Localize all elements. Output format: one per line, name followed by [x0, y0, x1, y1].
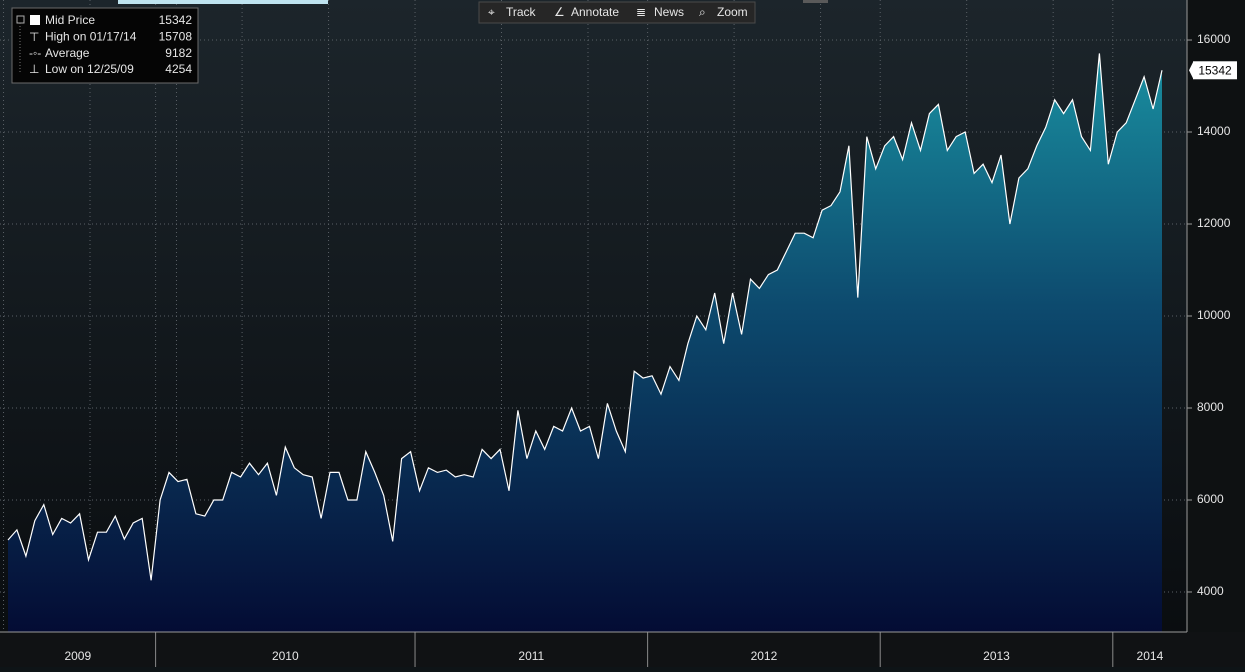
area — [8, 53, 1162, 632]
x-tick-label: 2014 — [1137, 649, 1164, 663]
legend-label: Mid Price — [45, 13, 95, 27]
news-button[interactable]: ≣ News — [636, 5, 684, 19]
zoom-button[interactable]: ⌕ Zoom — [699, 5, 748, 19]
axes: 4000 6000 8000 10000 12000 14000 16000 2009 2010… — [64, 32, 1237, 667]
button-label[interactable]: Track — [506, 5, 537, 19]
legend-box — [11, 7, 199, 84]
high-icon: ⊤ — [29, 30, 39, 44]
legend-value: 15342 — [159, 13, 193, 27]
legend-value: 4254 — [165, 62, 192, 76]
top-tab — [803, 0, 828, 3]
annotate-button[interactable]: ∠ Annotate — [554, 5, 619, 19]
y-tick-label: 8000 — [1197, 400, 1224, 414]
icon: ⌕ — [699, 5, 706, 19]
legend-label: Average — [45, 46, 90, 60]
line — [7, 53, 1163, 581]
low-icon: ⊥ — [29, 62, 39, 76]
button-label[interactable]: Zoom — [717, 5, 748, 19]
legend-value: 9182 — [165, 46, 192, 60]
x-tick-label: 2009 — [64, 649, 91, 663]
toolbar: ⌖ Track ∠ Annotate ≣ News ⌕ Zoom — [478, 1, 756, 24]
last-value-box — [1193, 61, 1237, 80]
x-tick-label: 2010 — [272, 649, 299, 663]
y-tick-label: 6000 — [1197, 492, 1224, 506]
icon: ⌖ — [488, 5, 495, 19]
avg-icon: -◦- — [29, 46, 41, 60]
icon: ≣ — [636, 5, 646, 19]
x-tick-label: 2013 — [983, 649, 1010, 663]
y-tick-label: 16000 — [1197, 32, 1231, 46]
y-tick-label: 14000 — [1197, 124, 1231, 138]
button-label[interactable]: Annotate — [571, 5, 619, 19]
legend: ⊤ -◦- ⊥ Mid Price 15342 High on 01/17/14 15… — [11, 7, 199, 84]
y-tick-label: 10000 — [1197, 308, 1231, 322]
track-button[interactable]: ⌖ Track — [488, 5, 537, 19]
last-value-pointer — [1189, 62, 1193, 79]
icon: ∠ — [554, 5, 565, 19]
x-tick-label: 2012 — [751, 649, 778, 663]
x-tick-label: 2011 — [518, 649, 544, 663]
y-tick-label: 12000 — [1197, 216, 1231, 230]
top-tab — [118, 0, 328, 4]
marks — [7, 53, 1163, 632]
x-axis-band — [0, 632, 1245, 667]
toolbar-bg — [478, 1, 756, 24]
last-value-label: 15342 — [1198, 63, 1232, 77]
button-label[interactable]: News — [654, 5, 684, 19]
y-axis-band — [1187, 0, 1245, 632]
y-tick-label: 4000 — [1197, 584, 1224, 598]
legend-value: 15708 — [159, 29, 193, 43]
legend-label: High on 01/17/14 — [45, 29, 137, 43]
legend-swatch — [30, 15, 40, 25]
legend-label: Low on 12/25/09 — [45, 62, 134, 76]
